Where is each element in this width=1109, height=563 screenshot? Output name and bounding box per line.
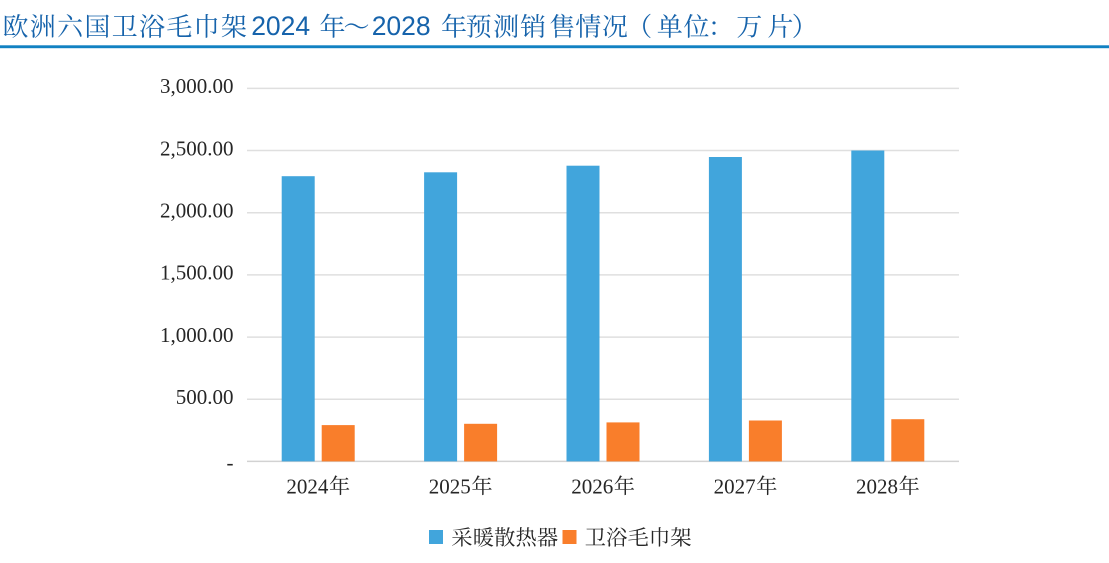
svg-text:-: - xyxy=(227,451,234,475)
svg-text:2024: 2024 xyxy=(251,11,310,41)
svg-text:2,000.00: 2,000.00 xyxy=(160,199,234,223)
svg-text:2025: 2025 xyxy=(429,475,471,499)
svg-text:2024: 2024 xyxy=(286,475,329,499)
svg-text:2026: 2026 xyxy=(571,475,613,499)
svg-text:3,000.00: 3,000.00 xyxy=(160,74,234,98)
svg-text:500.00: 500.00 xyxy=(176,385,234,409)
svg-text:1,500.00: 1,500.00 xyxy=(160,261,234,285)
svg-text:2,500.00: 2,500.00 xyxy=(160,136,234,160)
svg-text:2028: 2028 xyxy=(372,11,431,41)
svg-text:1,000.00: 1,000.00 xyxy=(160,323,234,347)
svg-text:2027: 2027 xyxy=(714,475,756,499)
svg-text:2028: 2028 xyxy=(856,475,898,499)
